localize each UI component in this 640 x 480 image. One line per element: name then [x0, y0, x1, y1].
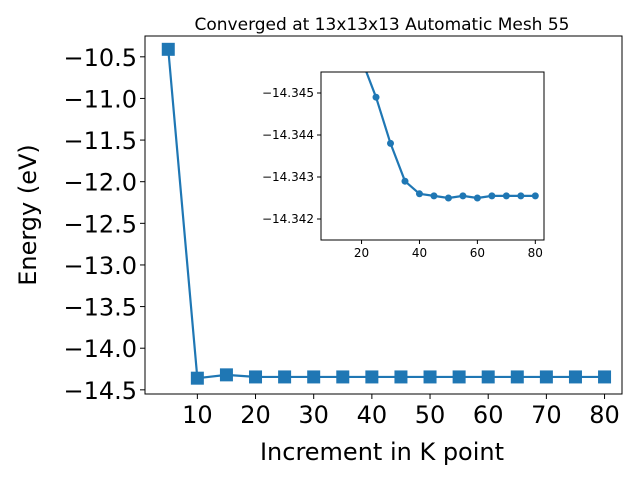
- y-tick-label: −13.5: [63, 294, 137, 322]
- data-point: [598, 370, 612, 384]
- data-point: [394, 370, 408, 384]
- y-axis-label: Energy (eV): [14, 144, 42, 286]
- data-point: [444, 194, 452, 202]
- x-tick-label: 80: [589, 401, 620, 429]
- data-point: [430, 192, 438, 200]
- y-tick-label: −13.0: [63, 252, 137, 280]
- data-point: [452, 370, 466, 384]
- y-tick-label: −14.345: [262, 86, 314, 100]
- data-point: [387, 139, 395, 147]
- data-point: [415, 190, 423, 198]
- x-tick-label: 70: [531, 401, 562, 429]
- data-point: [531, 192, 539, 200]
- y-tick-label: −11.0: [63, 85, 137, 113]
- y-tick-label: −14.344: [262, 128, 314, 142]
- data-point: [473, 194, 481, 202]
- main-x-ticks: 10 20 30 40 50 60 70 80: [182, 394, 620, 429]
- main-plot: 10 20 30 40 50 60 70 80 −10.5 −11.0 −11.5 −12.0 −12…: [63, 35, 623, 429]
- y-tick-label: −12.0: [63, 169, 137, 197]
- data-point: [517, 192, 525, 200]
- x-axis-label: Increment in K point: [260, 438, 504, 466]
- x-tick-label: 20: [240, 401, 271, 429]
- inset-series: [358, 56, 539, 202]
- data-point: [307, 370, 321, 384]
- main-series: [161, 42, 612, 385]
- data-point: [161, 42, 175, 56]
- data-point: [358, 56, 365, 63]
- y-tick-label: −14.0: [63, 335, 137, 363]
- x-tick-label: 60: [473, 401, 504, 429]
- x-tick-label: 40: [412, 246, 427, 260]
- x-tick-label: 10: [182, 401, 213, 429]
- data-point: [488, 192, 496, 200]
- data-point: [401, 177, 409, 185]
- x-tick-label: 30: [298, 401, 329, 429]
- data-point: [365, 370, 379, 384]
- data-point: [249, 370, 263, 384]
- data-point: [502, 192, 510, 200]
- data-point: [219, 368, 233, 382]
- data-point: [459, 192, 467, 200]
- inset-background: [321, 72, 544, 240]
- data-point: [481, 370, 495, 384]
- inset-x-ticks: 20 40 60 80: [354, 240, 543, 260]
- data-point: [372, 93, 380, 101]
- y-tick-label: −11.5: [63, 127, 137, 155]
- inset-y-ticks: −14.345 −14.344 −14.343 −14.342: [262, 86, 321, 226]
- y-tick-label: −12.5: [63, 210, 137, 238]
- data-point: [190, 371, 204, 385]
- main-plot-frame: [144, 35, 623, 395]
- data-point: [539, 370, 553, 384]
- x-tick-label: 80: [528, 246, 543, 260]
- y-tick-label: −14.342: [262, 212, 314, 226]
- main-y-ticks: −10.5 −11.0 −11.5 −12.0 −12.5 −13.0 −13.5 −14.0…: [63, 44, 145, 405]
- chart-title: Converged at 13x13x13 Automatic Mesh 55: [195, 15, 570, 35]
- x-tick-label: 20: [354, 246, 369, 260]
- data-point: [336, 370, 350, 384]
- data-point: [278, 370, 292, 384]
- data-point: [568, 370, 582, 384]
- x-tick-label: 40: [357, 401, 388, 429]
- y-tick-label: −14.5: [63, 377, 137, 405]
- inset-frame: [320, 71, 545, 241]
- inset-plot: 20 40 60 80 −14.345 −14.344 −14.343 −14.342: [262, 56, 545, 260]
- y-tick-label: −10.5: [63, 44, 137, 72]
- data-point: [423, 370, 437, 384]
- y-tick-label: −14.343: [262, 170, 314, 184]
- series-line: [167, 49, 605, 380]
- x-tick-label: 50: [415, 401, 446, 429]
- data-point: [510, 370, 524, 384]
- x-tick-label: 60: [470, 246, 485, 260]
